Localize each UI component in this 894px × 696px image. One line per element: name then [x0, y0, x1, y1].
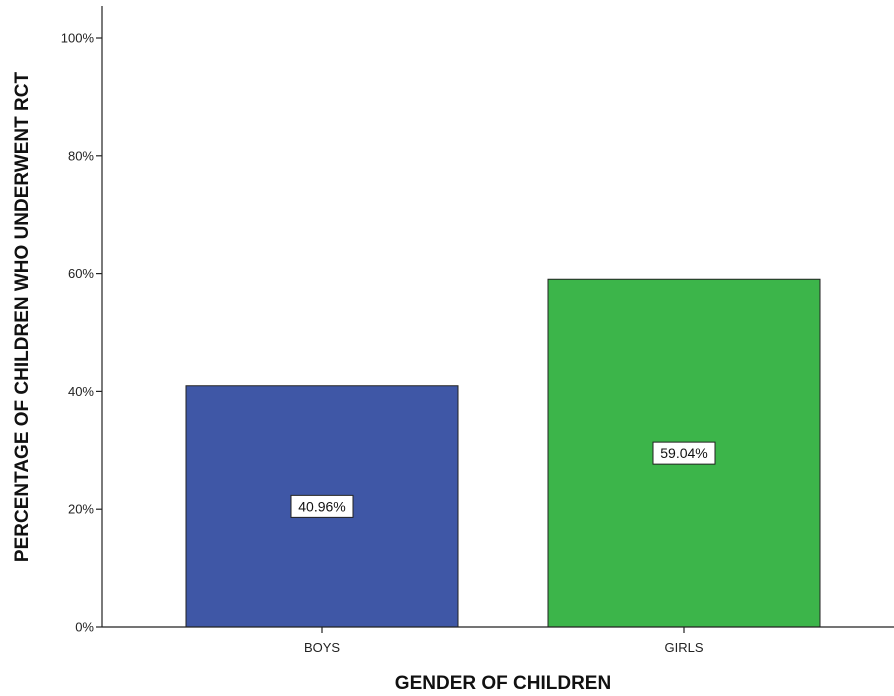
y-tick-label: 0%	[75, 620, 94, 635]
y-tick-label: 60%	[68, 266, 94, 281]
x-tick-label: BOYS	[304, 640, 340, 655]
data-label: 59.04%	[660, 445, 707, 461]
y-axis-title: PERCENTAGE OF CHILDREN WHO UNDERWENT RCT	[12, 72, 33, 563]
y-tick-label: 80%	[68, 148, 94, 163]
y-tick-label: 40%	[68, 384, 94, 399]
x-axis: BOYS GIRLS	[102, 626, 894, 655]
data-label: 40.96%	[298, 498, 345, 514]
y-axis: 0% 20% 40% 60% 80% 100%	[61, 6, 103, 635]
bars: 40.96% 59.04%	[185, 278, 821, 628]
y-tick-label: 20%	[68, 502, 94, 517]
y-tick-label: 100%	[61, 31, 95, 46]
data-label-box	[652, 441, 716, 465]
x-tick-label: GIRLS	[664, 640, 703, 655]
x-axis-title: GENDER OF CHILDREN	[395, 673, 611, 694]
data-label-box	[290, 494, 354, 518]
